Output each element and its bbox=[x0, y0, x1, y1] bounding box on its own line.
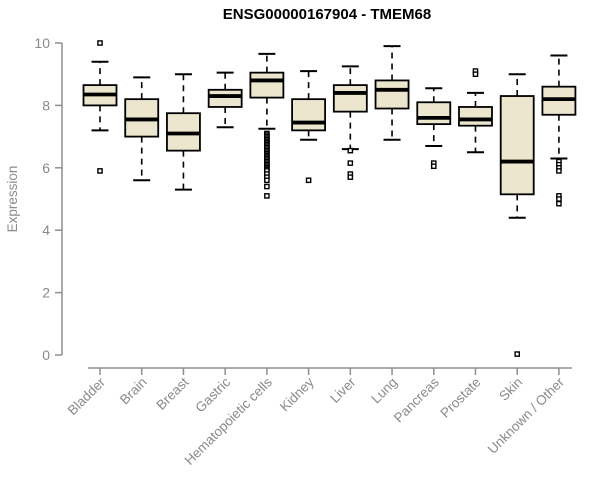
outlier-point bbox=[347, 160, 354, 166]
iqr-box bbox=[207, 88, 243, 108]
y-tick-label: 8 bbox=[42, 97, 50, 113]
outlier-point bbox=[347, 147, 354, 154]
x-category-label: Brain bbox=[117, 375, 150, 408]
box-skin bbox=[499, 73, 535, 357]
box-liver bbox=[332, 65, 368, 180]
x-category-label: Lung bbox=[368, 375, 400, 407]
iqr-box bbox=[332, 84, 368, 113]
outlier-point bbox=[97, 40, 103, 46]
box-lung bbox=[374, 45, 410, 141]
box-bladder bbox=[82, 40, 118, 174]
x-category-label: Prostate bbox=[437, 375, 483, 421]
box-kidney bbox=[291, 70, 327, 184]
iqr-box bbox=[249, 71, 285, 99]
outlier-point bbox=[347, 174, 354, 180]
outlier-point bbox=[305, 177, 312, 184]
outlier-point bbox=[264, 183, 270, 190]
x-category-label: Pancreas bbox=[391, 374, 442, 425]
outlier-point bbox=[97, 168, 103, 174]
x-category-label: Unknown / Other bbox=[485, 374, 568, 457]
box-brain bbox=[124, 76, 160, 182]
iqr-box bbox=[291, 98, 327, 132]
outlier-point bbox=[556, 168, 562, 174]
outlier-point bbox=[472, 71, 479, 77]
iqr-box bbox=[499, 95, 535, 196]
iqr-box bbox=[416, 101, 452, 126]
x-category-label: Breast bbox=[153, 374, 191, 412]
box-unknown-other bbox=[541, 54, 577, 207]
y-tick-label: 4 bbox=[42, 222, 50, 238]
chart-title: ENSG00000167904 - TMEM68 bbox=[223, 6, 431, 23]
y-axis-label: Expression bbox=[5, 166, 20, 233]
outlier-point bbox=[514, 351, 520, 357]
x-category-label: Gastric bbox=[192, 374, 233, 415]
y-tick-label: 10 bbox=[34, 35, 50, 51]
x-category-label: Bladder bbox=[65, 374, 109, 418]
outlier-point bbox=[430, 163, 437, 170]
x-category-label: Liver bbox=[327, 374, 359, 406]
y-tick-label: 0 bbox=[42, 347, 50, 363]
box-hematopoietic-cells bbox=[249, 52, 285, 199]
iqr-box bbox=[374, 79, 410, 110]
box-prostate bbox=[458, 68, 493, 154]
y-tick-label: 6 bbox=[42, 160, 50, 176]
outlier-point bbox=[556, 196, 562, 202]
x-category-label: Kidney bbox=[277, 374, 317, 414]
boxplot-series bbox=[82, 40, 577, 357]
box-breast bbox=[166, 73, 201, 191]
outlier-point bbox=[264, 177, 270, 184]
outlier-point bbox=[556, 200, 562, 207]
box-gastric bbox=[207, 71, 243, 129]
y-tick-label: 2 bbox=[42, 285, 50, 301]
x-category-label: Skin bbox=[496, 375, 525, 404]
outlier-point bbox=[264, 193, 270, 199]
iqr-box bbox=[458, 106, 493, 127]
box-pancreas bbox=[416, 87, 452, 170]
